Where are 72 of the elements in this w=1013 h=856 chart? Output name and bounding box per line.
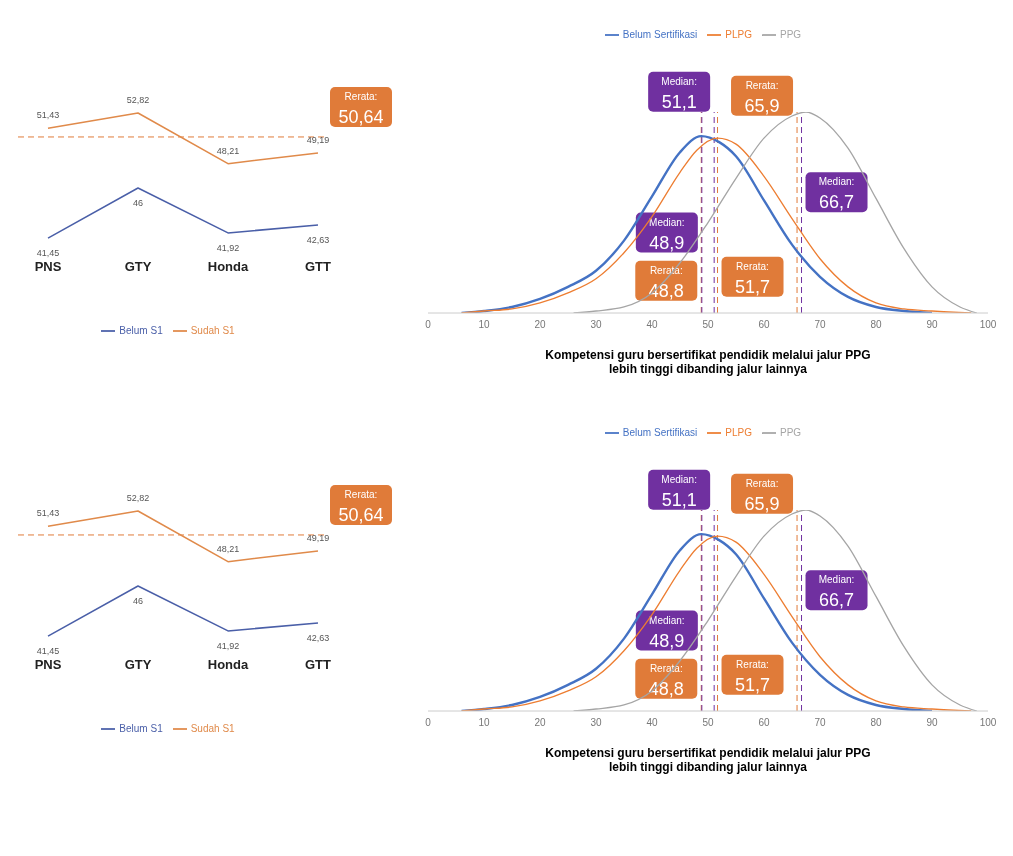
x-tick-label: 30 bbox=[590, 717, 602, 729]
data-label: 49,19 bbox=[306, 532, 330, 543]
x-tick-label: 40 bbox=[646, 717, 658, 729]
ref-line-label: Median: 66,7 bbox=[818, 176, 855, 213]
legend-label: Belum S1 bbox=[119, 324, 163, 336]
x-tick-label: Honda bbox=[207, 259, 249, 275]
x-tick-label: 80 bbox=[870, 319, 882, 331]
data-label: 46 bbox=[132, 596, 144, 606]
x-tick-label: 50 bbox=[702, 319, 714, 331]
ref-line-label: Rerata: 50,64 bbox=[338, 90, 384, 127]
data-label: 41,92 bbox=[216, 640, 240, 651]
data-label: 42,63 bbox=[306, 633, 330, 644]
data-label: 52,82 bbox=[126, 94, 150, 105]
data-label: 51,43 bbox=[36, 110, 60, 121]
x-tick-label: Honda bbox=[207, 657, 249, 673]
legend-label: Belum S1 bbox=[119, 722, 163, 734]
x-tick-label: 10 bbox=[478, 319, 490, 331]
ref-line-label: Median: 48,9 bbox=[649, 614, 685, 651]
x-tick-label: 80 bbox=[870, 717, 882, 729]
x-tick-label: GTY bbox=[124, 259, 152, 275]
data-label: 51,43 bbox=[36, 508, 60, 519]
x-tick-label: 50 bbox=[702, 717, 714, 729]
data-label: 41,45 bbox=[36, 248, 60, 259]
x-axis-title: Kompetensi guru bersertifikat pendidik melalui jalur PPG lebih tinggi dibanding jalur lainnya bbox=[544, 348, 872, 376]
x-axis-title: Kompetensi guru bersertifikat pendidik melalui jalur PPG lebih tinggi dibanding jalur lainnya bbox=[544, 746, 872, 774]
x-tick-label: PNS bbox=[34, 657, 62, 673]
x-tick-label: 60 bbox=[758, 319, 770, 331]
ref-line-label: Median: 51,1 bbox=[661, 473, 697, 510]
data-label: 41,92 bbox=[216, 242, 240, 253]
x-tick-label: GTT bbox=[305, 259, 332, 275]
data-label: 48,21 bbox=[216, 145, 240, 156]
x-tick-label: GTT bbox=[305, 657, 332, 673]
data-label: 42,63 bbox=[306, 235, 330, 246]
x-tick-label: 10 bbox=[478, 717, 490, 729]
legend-label: Sudah S1 bbox=[190, 324, 235, 336]
data-label: 46 bbox=[132, 198, 144, 208]
legend-label: PLPG bbox=[725, 28, 753, 40]
x-tick-label: 100 bbox=[979, 717, 997, 729]
ref-line-label: Rerata: 50,64 bbox=[338, 488, 384, 525]
ref-line-label: Rerata: 48,8 bbox=[648, 662, 684, 699]
x-tick-label: 90 bbox=[926, 717, 938, 729]
x-tick-label: 70 bbox=[814, 319, 826, 331]
x-tick-label: 100 bbox=[979, 319, 997, 331]
x-tick-label: 0 bbox=[425, 717, 432, 729]
data-label: 49,19 bbox=[306, 134, 330, 145]
ref-line-label: Rerata: 51,7 bbox=[735, 260, 771, 297]
x-tick-label: PNS bbox=[34, 259, 62, 275]
data-label: 48,21 bbox=[216, 543, 240, 554]
ref-line-label: Rerata: 51,7 bbox=[735, 658, 771, 695]
x-tick-label: 70 bbox=[814, 717, 826, 729]
data-label: 41,45 bbox=[36, 646, 60, 657]
legend-label: Sudah S1 bbox=[190, 722, 235, 734]
x-tick-label: 20 bbox=[534, 319, 546, 331]
ref-line-label: Median: 48,9 bbox=[649, 216, 685, 253]
ref-line-label: Rerata: 65,9 bbox=[744, 477, 780, 514]
x-tick-label: 0 bbox=[425, 319, 432, 331]
ref-line-label: Median: 66,7 bbox=[818, 574, 855, 611]
data-label: 52,82 bbox=[126, 492, 150, 503]
x-tick-label: 60 bbox=[758, 717, 770, 729]
legend-label: PPG bbox=[780, 426, 802, 438]
legend-label: PPG bbox=[780, 28, 802, 40]
ref-line-label: Median: 51,1 bbox=[661, 75, 697, 112]
legend-label: PLPG bbox=[725, 426, 753, 438]
legend-label: Belum Sertifikasi bbox=[622, 426, 698, 438]
legend-label: Belum Sertifikasi bbox=[622, 28, 698, 40]
x-tick-label: 30 bbox=[590, 319, 602, 331]
x-tick-label: GTY bbox=[124, 657, 152, 673]
ref-line-label: Rerata: 48,8 bbox=[648, 264, 684, 301]
ref-line-label: Rerata: 65,9 bbox=[744, 79, 780, 116]
x-tick-label: 40 bbox=[646, 319, 658, 331]
x-tick-label: 90 bbox=[926, 319, 938, 331]
x-tick-label: 20 bbox=[534, 717, 546, 729]
